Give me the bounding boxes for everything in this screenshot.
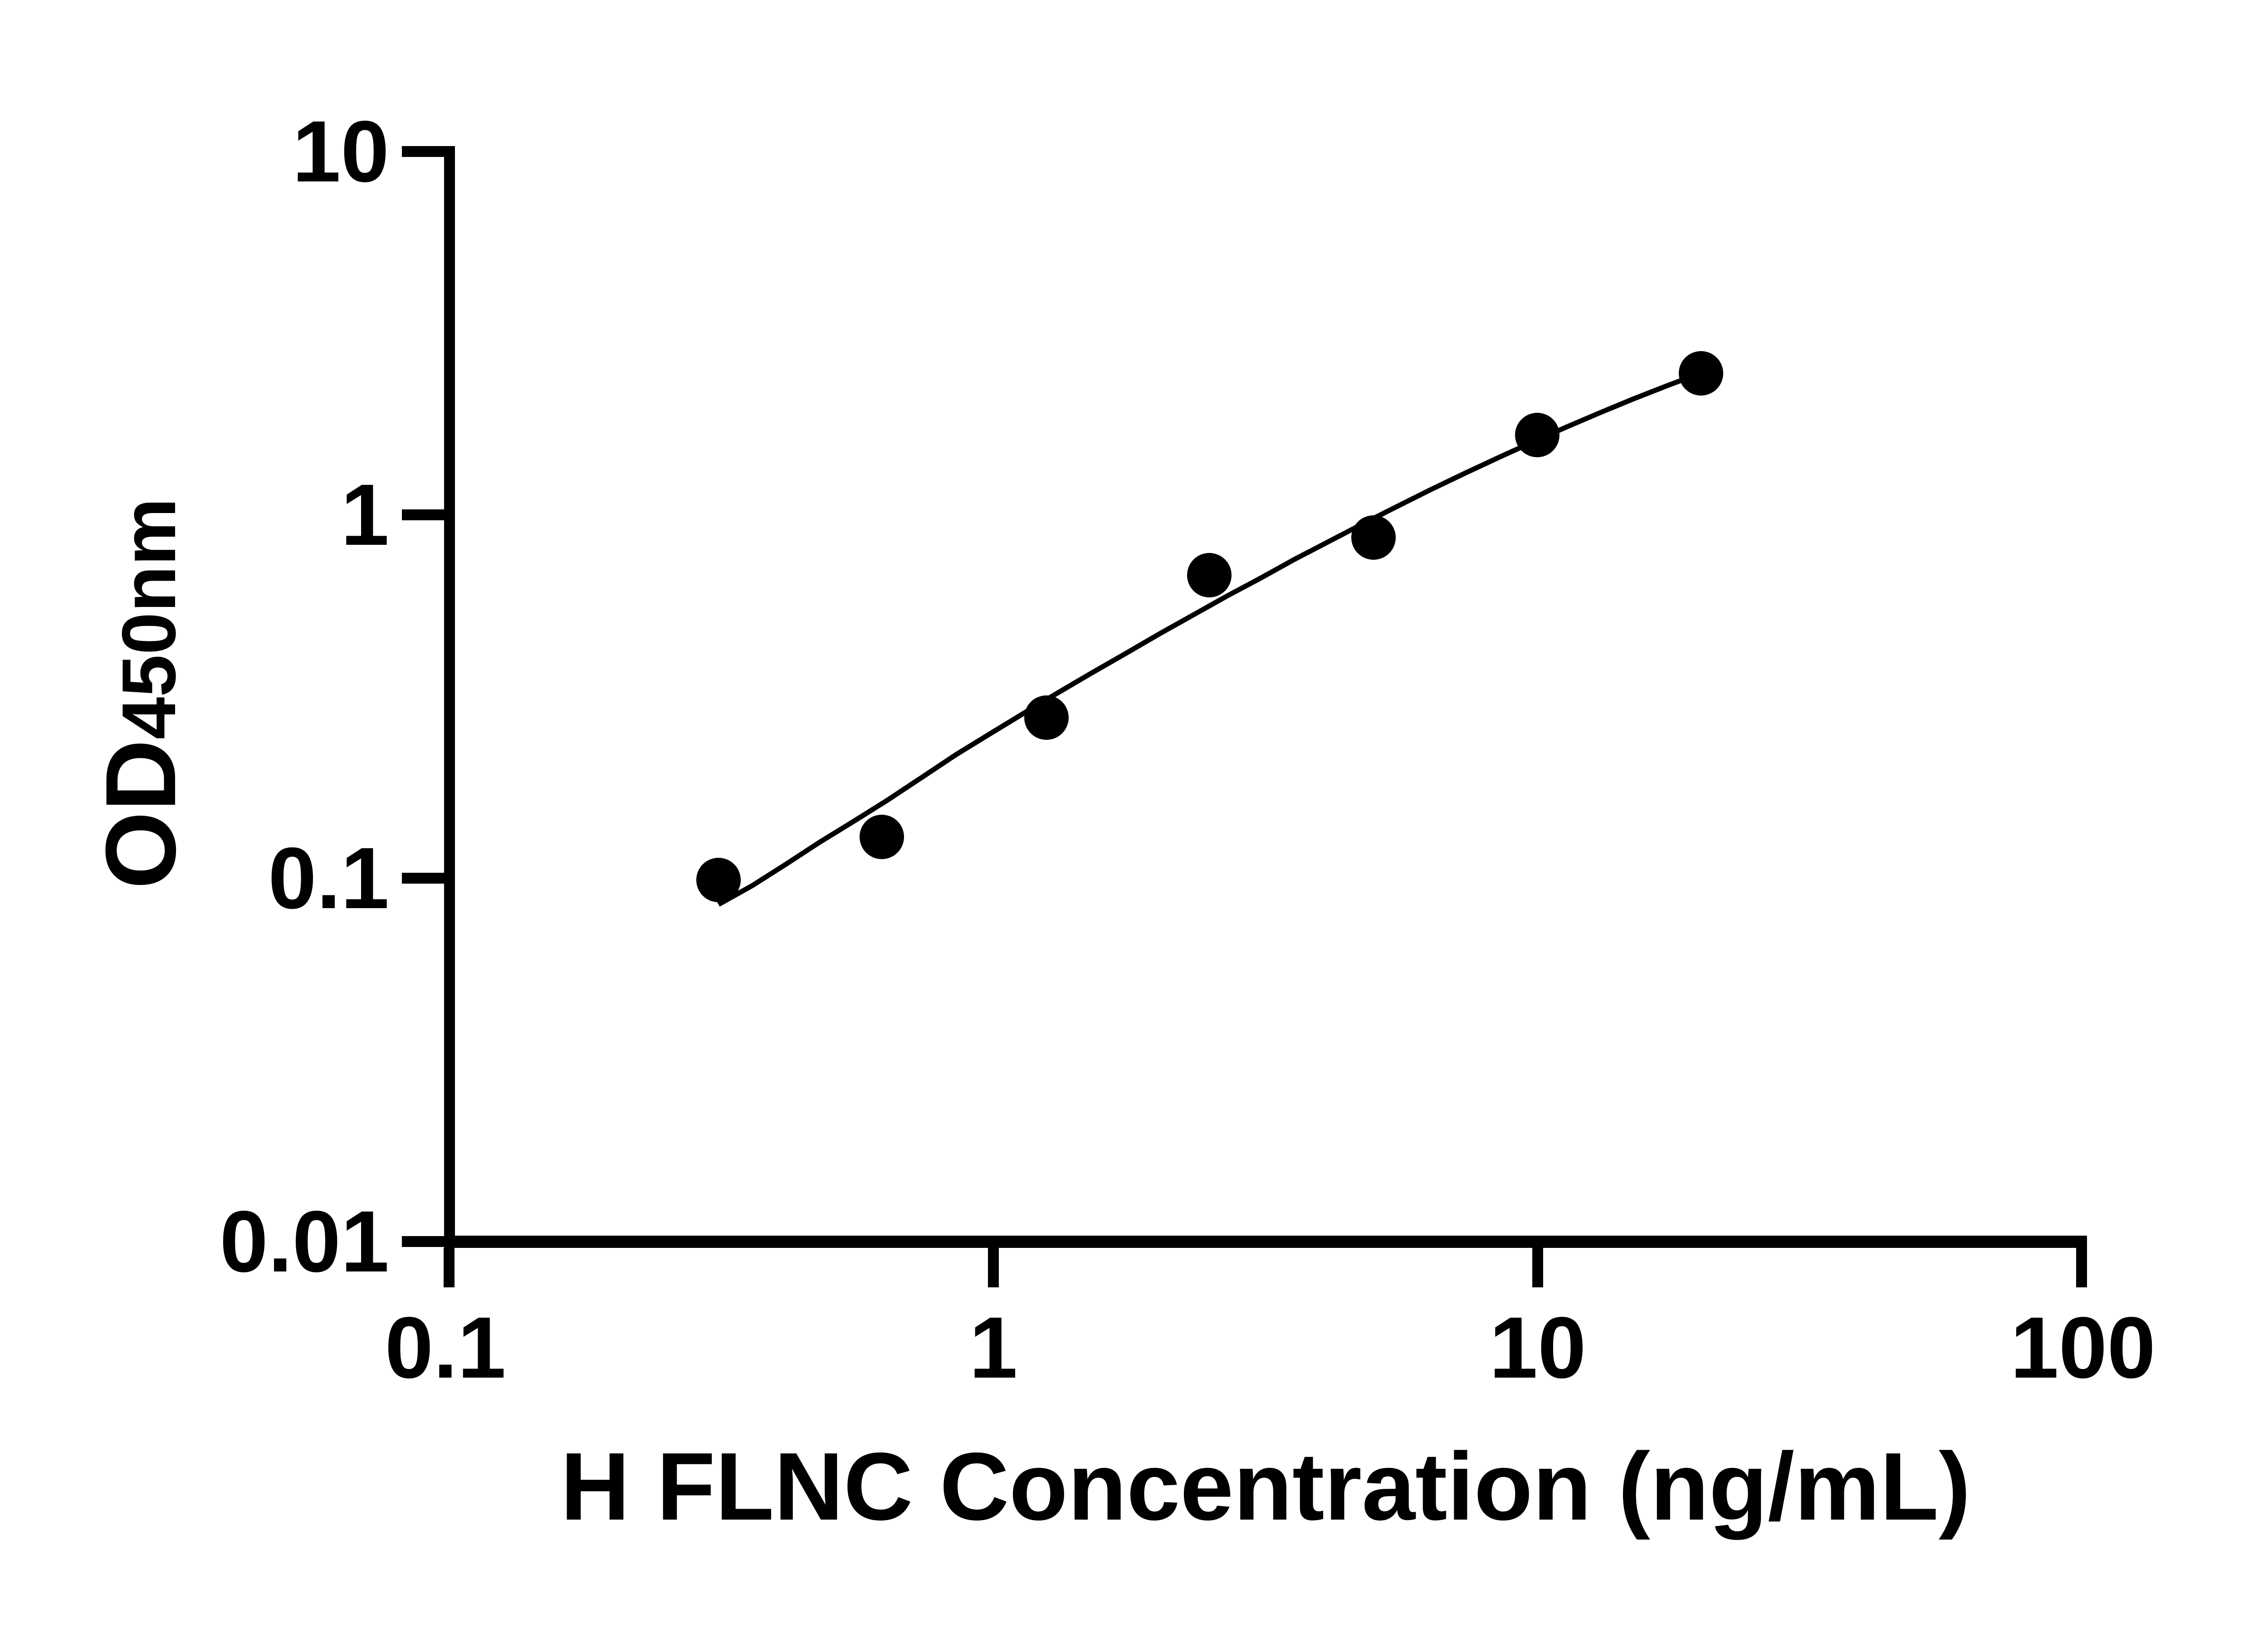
svg-text:H FLNC Concentration (ng/mL): H FLNC Concentration (ng/mL)	[561, 1433, 1971, 1540]
svg-text:1: 1	[969, 1299, 1018, 1396]
svg-text:0.1: 0.1	[385, 1299, 506, 1396]
svg-text:100: 100	[2010, 1299, 2156, 1396]
svg-text:0.01: 0.01	[220, 1193, 389, 1290]
svg-text:OD450nm: OD450nm	[85, 498, 196, 889]
svg-text:10: 10	[292, 103, 389, 200]
svg-text:10: 10	[1489, 1299, 1586, 1396]
svg-text:1: 1	[341, 466, 389, 563]
svg-text:0.1: 0.1	[268, 829, 389, 927]
